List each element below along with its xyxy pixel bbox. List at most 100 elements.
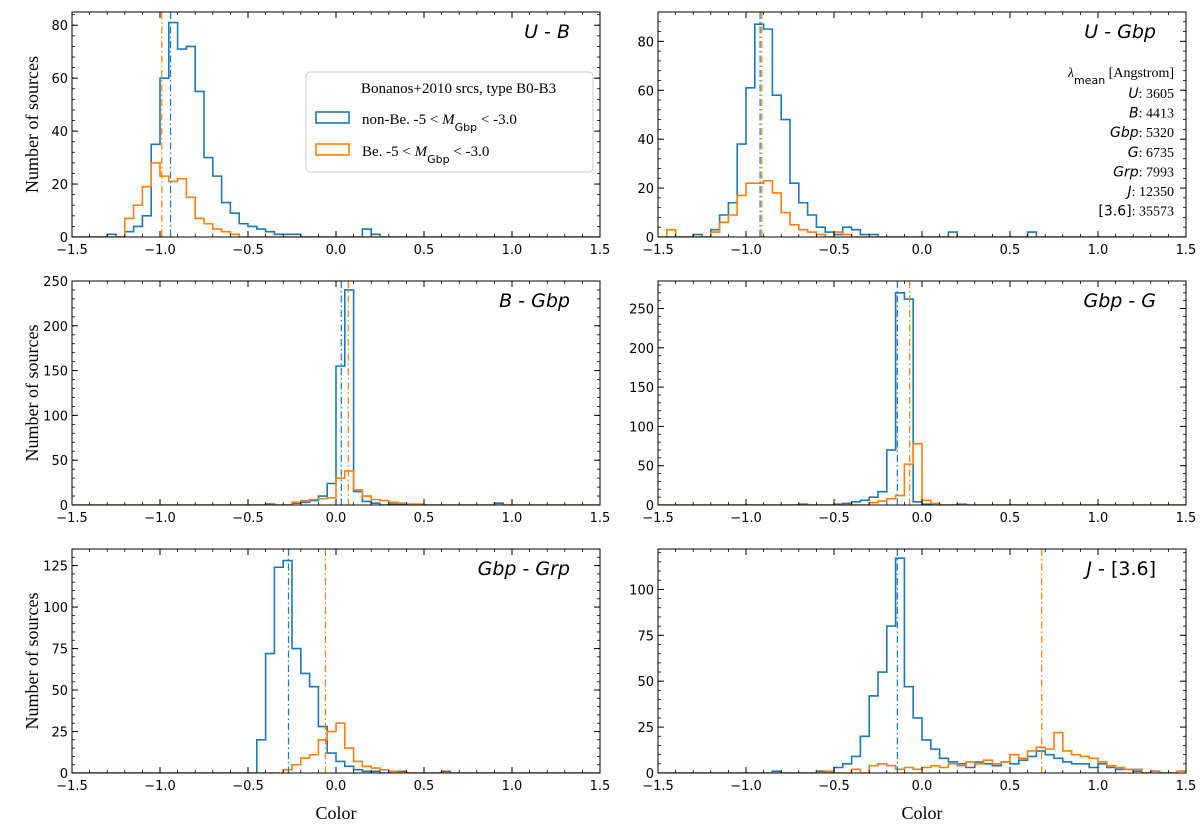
panel-title: B - Gbp	[499, 290, 570, 312]
histogram-nonbe-6	[658, 557, 1186, 773]
y-tick-label: 0	[60, 767, 68, 782]
x-tick-label: −0.5	[232, 243, 264, 258]
y-tick-label: 20	[637, 182, 654, 197]
y-tick-label: 150	[629, 381, 654, 396]
x-tick-label: 0.0	[326, 243, 347, 258]
x-tick-label: −0.5	[818, 511, 850, 526]
x-axis-label: Color	[901, 803, 942, 823]
x-tick-label: 0.5	[414, 511, 435, 526]
x-tick-label: 1.5	[590, 511, 611, 526]
legend-label-be: Be. -5 < MGbp < -3.0	[362, 144, 489, 166]
y-tick-label: 25	[51, 726, 68, 741]
y-tick-label: 75	[51, 643, 68, 658]
y-tick-label: 20	[51, 178, 68, 193]
y-tick-label: 100	[43, 409, 68, 424]
x-tick-label: −1.0	[730, 243, 762, 258]
histograms	[72, 281, 600, 505]
legend-swatch-be	[315, 143, 350, 156]
y-tick-label: 150	[43, 365, 68, 380]
wavelength-entry: Grp: 7993	[1113, 164, 1174, 180]
y-tick-label: 60	[637, 84, 654, 99]
y-tick-label: 200	[43, 320, 68, 335]
x-tick-label: 0.0	[326, 511, 347, 526]
wavelength-entry: [3.6]: 35573	[1098, 204, 1174, 220]
x-tick-label: 0.5	[1000, 779, 1021, 794]
y-tick-label: 0	[646, 767, 654, 782]
wavelength-entry: J: 12350	[1124, 184, 1174, 200]
x-tick-label: 1.0	[502, 511, 523, 526]
x-tick-label: −0.5	[232, 511, 264, 526]
y-tick-label: 50	[51, 454, 68, 469]
x-tick-label: 1.0	[502, 779, 523, 794]
histograms	[658, 281, 1186, 505]
x-tick-label: −1.0	[144, 243, 176, 258]
panel-2: −1.5 −1.0 −0.5 0.0 0.5 1.0 1.5 0 20 40 60 80 U - Gbp	[637, 11, 1197, 258]
y-tick-label: 250	[43, 275, 68, 290]
y-tick-label: 100	[629, 420, 654, 435]
x-tick-label: −1.5	[642, 243, 674, 258]
histogram-be-6	[658, 731, 1186, 773]
y-tick-label: 25	[637, 721, 654, 736]
y-tick-label: 100	[629, 583, 654, 598]
panel-3: −1.5 −1.0 −0.5 0.0 0.5 1.0 1.5 0 50 100 150 200 250 B…	[22, 275, 610, 526]
y-tick-label: 125	[43, 560, 68, 575]
histogram-nonbe-3	[72, 289, 600, 505]
wavelength-note-title: λmean [Angstrom]	[1067, 66, 1174, 87]
x-tick-label: −1.5	[642, 511, 674, 526]
x-tick-label: 1.0	[1088, 779, 1109, 794]
histograms	[658, 549, 1186, 773]
histogram-nonbe-2	[658, 23, 1186, 237]
x-tick-label: 0.0	[912, 243, 933, 258]
axes-frame	[71, 548, 601, 774]
x-tick-label: 1.5	[1176, 511, 1197, 526]
x-tick-label: 0.5	[414, 779, 435, 794]
x-tick-label: −1.5	[642, 779, 674, 794]
x-tick-label: 1.5	[1176, 243, 1197, 258]
y-tick-label: 250	[629, 303, 654, 318]
y-tick-label: 0	[60, 499, 68, 514]
histogram-be-1	[72, 162, 600, 237]
y-tick-label: 0	[60, 231, 68, 246]
y-axis-label: Number of sources	[22, 593, 42, 730]
y-tick-label: 0	[646, 231, 654, 246]
y-tick-label: 50	[51, 684, 68, 699]
wavelength-entry: B: 4413	[1129, 106, 1174, 122]
y-tick-label: 40	[51, 125, 68, 140]
x-tick-label: 1.5	[590, 779, 611, 794]
y-tick-label: 100	[43, 601, 68, 616]
panel-6: −1.5 −1.0 −0.5 0.0 0.5 1.0 1.5 0 25 50 75 100 J - [3…	[629, 548, 1197, 823]
wavelength-note: λmean [Angstrom]U: 3605 B: 4413 Gbp: 5320 G…	[1067, 66, 1174, 220]
panel-title: Gbp - Grp	[478, 558, 570, 580]
y-tick-label: 0	[646, 499, 654, 514]
y-axis-label: Number of sources	[22, 325, 42, 462]
x-tick-label: 0.0	[912, 779, 933, 794]
histogram-be-5	[72, 722, 600, 773]
x-tick-label: 0.0	[326, 779, 347, 794]
x-tick-label: 0.5	[1000, 511, 1021, 526]
legend: Bonanos+2010 srcs, type B0-B3 non-Be. -5 …	[305, 71, 594, 173]
x-axis-label: Color	[315, 803, 356, 823]
x-tick-label: −1.0	[144, 779, 176, 794]
x-tick-label: −1.0	[730, 511, 762, 526]
x-tick-label: −1.0	[144, 511, 176, 526]
x-tick-label: −1.5	[56, 511, 88, 526]
panel-title: U - Gbp	[1084, 21, 1156, 43]
y-tick-label: 200	[629, 342, 654, 357]
panel-5: −1.5 −1.0 −0.5 0.0 0.5 1.0 1.5 0 25 50 75 100 125 Gbp…	[22, 548, 611, 823]
y-tick-label: 75	[637, 629, 654, 644]
y-axis-label: Number of sources	[22, 56, 42, 193]
y-tick-label: 50	[637, 460, 654, 475]
x-tick-label: −0.5	[818, 779, 850, 794]
x-tick-label: 1.0	[1088, 243, 1109, 258]
histogram-nonbe-4	[658, 291, 1186, 505]
x-tick-label: 1.5	[1176, 779, 1197, 794]
y-tick-label: 80	[637, 35, 654, 50]
x-tick-label: −1.0	[730, 779, 762, 794]
panel-title: U - B	[524, 21, 570, 43]
legend-swatch-nonbe	[315, 111, 350, 124]
x-tick-label: 1.5	[590, 243, 611, 258]
y-tick-label: 60	[51, 72, 68, 87]
wavelength-entry: Gbp: 5320	[1110, 125, 1174, 141]
panel-title: Gbp - G	[1083, 290, 1156, 312]
